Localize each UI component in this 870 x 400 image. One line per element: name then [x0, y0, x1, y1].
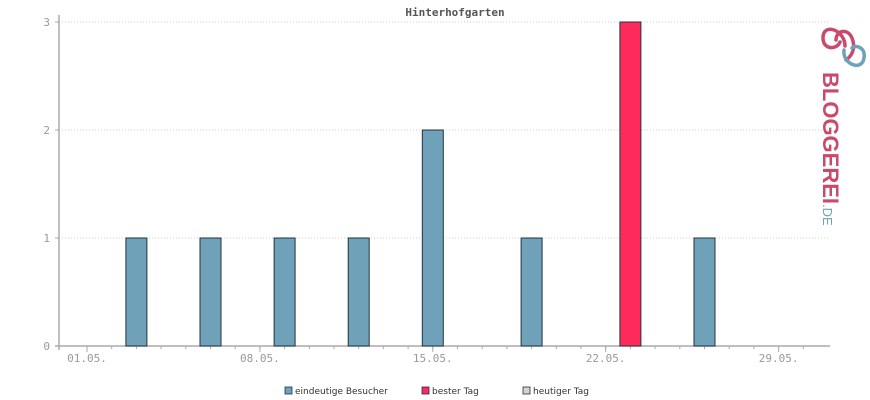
legend: eindeutige Besucher bester Tag heutiger Ta…: [284, 386, 589, 397]
bloggerei-logo: BLOGGEREI.DE: [818, 27, 866, 226]
x-tick-label: 08.05.: [240, 352, 280, 365]
bars: [125, 21, 716, 347]
bar-12-05: [347, 237, 370, 347]
bloggerei-logo-mark-icon: [821, 27, 866, 68]
x-tick-label: 22.05.: [586, 352, 626, 365]
y-axis: 0 1 2 3: [43, 16, 59, 353]
bar-23-05: [619, 21, 642, 347]
x-tick-label: 29.05.: [759, 352, 799, 365]
legend-swatch: [284, 386, 293, 395]
legend-label: eindeutige Besucher: [295, 387, 388, 397]
bar-09-05: [273, 237, 296, 347]
legend-swatch: [421, 386, 430, 395]
y-tick-label: 0: [43, 340, 50, 353]
bloggerei-logo-text: BLOGGEREI.DE: [818, 72, 843, 226]
legend-label: heutiger Tag: [533, 387, 589, 397]
bar-19-05: [520, 237, 543, 347]
y-tick-label: 1: [43, 232, 50, 245]
bar-15-05: [421, 129, 444, 347]
y-tick-label: 3: [43, 16, 50, 29]
x-tick-label: 15.05.: [413, 352, 453, 365]
bar-06-05: [199, 237, 222, 347]
bar-26-05: [693, 237, 716, 347]
chart-title: Hinterhofgarten: [405, 6, 504, 19]
y-tick-label: 2: [43, 124, 50, 137]
legend-label: bester Tag: [432, 387, 479, 397]
x-axis: 01.05. 08.05. 15.05. 22.05. 29.05.: [67, 346, 804, 365]
x-tick-label: 01.05.: [67, 352, 107, 365]
legend-swatch: [522, 386, 531, 395]
bar-03-05: [125, 237, 148, 347]
